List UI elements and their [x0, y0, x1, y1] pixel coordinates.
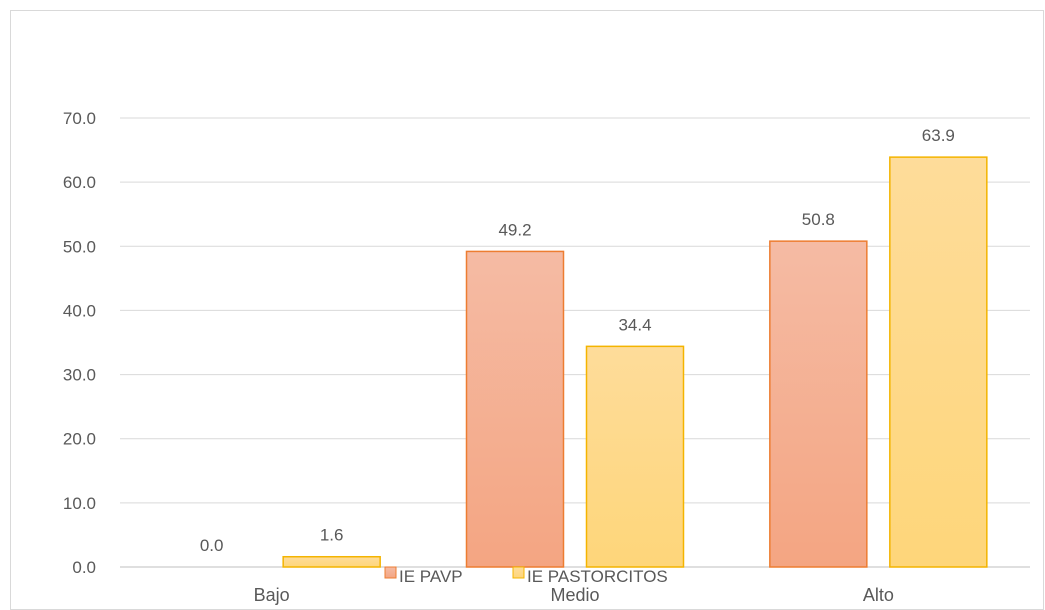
- bar: [889, 156, 988, 568]
- y-tick-label: 20.0: [63, 430, 96, 449]
- x-category-label: Alto: [863, 585, 894, 605]
- x-category-label: Medio: [550, 585, 599, 605]
- data-label: 0.0: [200, 536, 224, 555]
- x-axis-categories: Bajo Medio Alto: [254, 585, 894, 605]
- legend-label: IE PASTORCITOS: [527, 567, 668, 586]
- bar: [465, 250, 565, 568]
- data-label: 34.4: [618, 315, 651, 334]
- y-tick-label: 30.0: [63, 366, 96, 385]
- bar: [585, 345, 685, 568]
- data-label: 63.9: [922, 126, 955, 145]
- data-label: 1.6: [320, 526, 344, 545]
- data-label: 50.8: [802, 210, 835, 229]
- x-category-label: Bajo: [254, 585, 290, 605]
- bar: [769, 240, 868, 568]
- legend-swatch: [384, 566, 397, 579]
- legend-swatch: [512, 566, 525, 579]
- y-tick-label: 60.0: [63, 173, 96, 192]
- data-label: 49.2: [498, 220, 531, 239]
- legend: IE PAVP IE PASTORCITOS: [384, 566, 668, 586]
- legend-label: IE PAVP: [399, 567, 463, 586]
- gridlines: [120, 117, 1030, 568]
- y-tick-label: 40.0: [63, 301, 96, 320]
- y-axis-ticks: 0.0 10.0 20.0 30.0 40.0 50.0 60.0 70.0: [63, 109, 96, 577]
- y-tick-label: 0.0: [72, 558, 96, 577]
- bar: [282, 555, 381, 568]
- bars: [282, 156, 988, 568]
- y-tick-label: 10.0: [63, 494, 96, 513]
- y-tick-label: 50.0: [63, 237, 96, 256]
- y-tick-label: 70.0: [63, 109, 96, 128]
- data-labels: 0.0 1.6 49.2 34.4 50.8 63.9: [200, 126, 955, 555]
